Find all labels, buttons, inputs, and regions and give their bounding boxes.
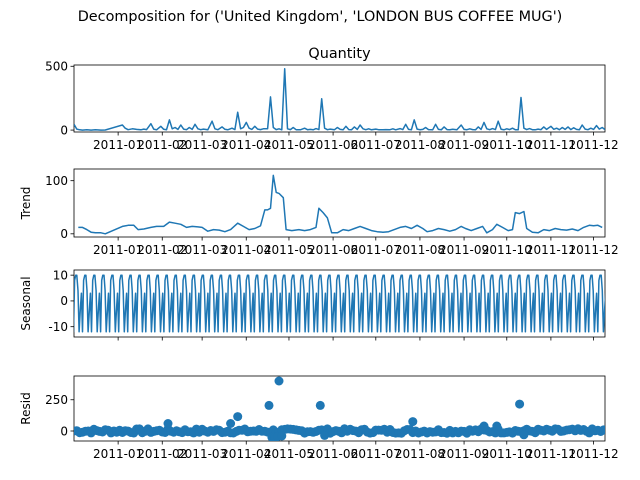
axes-frame: [73, 64, 606, 133]
x-tick-label: 2011-12: [569, 138, 619, 152]
resid-point: [599, 425, 605, 435]
x-tick-label: 2011-03: [177, 243, 227, 257]
panel-observed: 05002011-012011-022011-032011-042011-052…: [45, 46, 619, 152]
x-tick-label: 2011-02: [137, 447, 187, 461]
resid-outlier-point: [479, 421, 489, 431]
x-tick-label: 2011-01: [93, 447, 143, 461]
y-tick-label: 10: [53, 268, 68, 282]
x-tick-label: 2011-10: [482, 243, 532, 257]
panel-trend: 01002011-012011-022011-032011-042011-052…: [19, 168, 619, 257]
resid-outlier-point: [226, 419, 236, 428]
x-tick-label: 2011-01: [93, 138, 143, 152]
y-tick-label: 100: [45, 174, 68, 188]
panel-seasonal: -10 0 10 Seasonal: [19, 268, 606, 341]
y-tick-label: 250: [45, 393, 68, 407]
resid-outlier-point: [492, 421, 502, 431]
seasonal-series-line: [74, 274, 605, 333]
y-axis-label: Seasonal: [19, 276, 33, 330]
axes-frame: [73, 168, 606, 238]
x-tick-label: 2011-07: [351, 243, 401, 257]
observed-series-line: [74, 68, 605, 131]
trend-series-line: [78, 174, 603, 235]
resid-outlier-point: [163, 419, 173, 428]
x-tick-label: 2011-02: [137, 243, 187, 257]
resid-outlier-point: [277, 431, 287, 441]
y-axis-label: Trend: [19, 187, 33, 221]
resid-outlier-point: [274, 376, 284, 386]
x-tick-label: 2011-08: [395, 243, 445, 257]
x-tick-label: 2011-09: [439, 138, 489, 152]
figure-suptitle: Decomposition for ('United Kingdom', 'LO…: [78, 9, 563, 25]
x-tick-label: 2011-05: [264, 447, 314, 461]
y-tick-label: 0: [60, 227, 68, 241]
x-tick-label: 2011-11: [526, 447, 576, 461]
y-tick-label: -10: [48, 320, 68, 334]
resid-outlier-point: [320, 430, 330, 440]
x-tick-label: 2011-08: [395, 138, 445, 152]
x-tick-label: 2011-12: [569, 447, 619, 461]
x-tick-label: 2011-11: [526, 138, 576, 152]
x-tick-label: 2011-06: [308, 243, 358, 257]
x-tick-label: 2011-06: [308, 138, 358, 152]
x-tick-label: 2011-03: [177, 447, 227, 461]
x-tick-label: 2011-04: [221, 447, 271, 461]
x-tick-label: 2011-07: [351, 138, 401, 152]
y-tick-label: 0: [60, 294, 68, 308]
x-tick-label: 2011-07: [351, 447, 401, 461]
x-tick-label: 2011-04: [221, 138, 271, 152]
resid-outlier-point: [264, 400, 274, 410]
panel-resid: 02502011-012011-022011-032011-042011-052…: [19, 375, 619, 461]
x-tick-label: 2011-05: [264, 243, 314, 257]
x-tick-label: 2011-08: [395, 447, 445, 461]
x-tick-label: 2011-10: [482, 447, 532, 461]
resid-outlier-point: [519, 430, 529, 440]
x-tick-label: 2011-09: [439, 447, 489, 461]
x-tick-label: 2011-12: [569, 243, 619, 257]
resid-outlier-point: [515, 399, 525, 409]
panel-title: Quantity: [308, 46, 371, 62]
resid-outlier-point: [408, 417, 418, 427]
x-tick-label: 2011-01: [93, 243, 143, 257]
x-tick-label: 2011-06: [308, 447, 358, 461]
resid-points: [74, 376, 605, 441]
x-tick-label: 2011-02: [137, 138, 187, 152]
x-tick-label: 2011-04: [221, 243, 271, 257]
y-tick-label: 0: [60, 123, 68, 137]
x-tick-label: 2011-11: [526, 243, 576, 257]
x-tick-label: 2011-03: [177, 138, 227, 152]
resid-outlier-point: [233, 412, 243, 422]
resid-outlier-point: [315, 400, 325, 410]
axes-frame: [73, 375, 606, 442]
x-tick-label: 2011-05: [264, 138, 314, 152]
x-tick-label: 2011-09: [439, 243, 489, 257]
x-tick-label: 2011-10: [482, 138, 532, 152]
y-tick-label: 0: [60, 424, 68, 438]
y-tick-label: 500: [45, 60, 68, 74]
y-axis-label: Resid: [19, 392, 33, 424]
